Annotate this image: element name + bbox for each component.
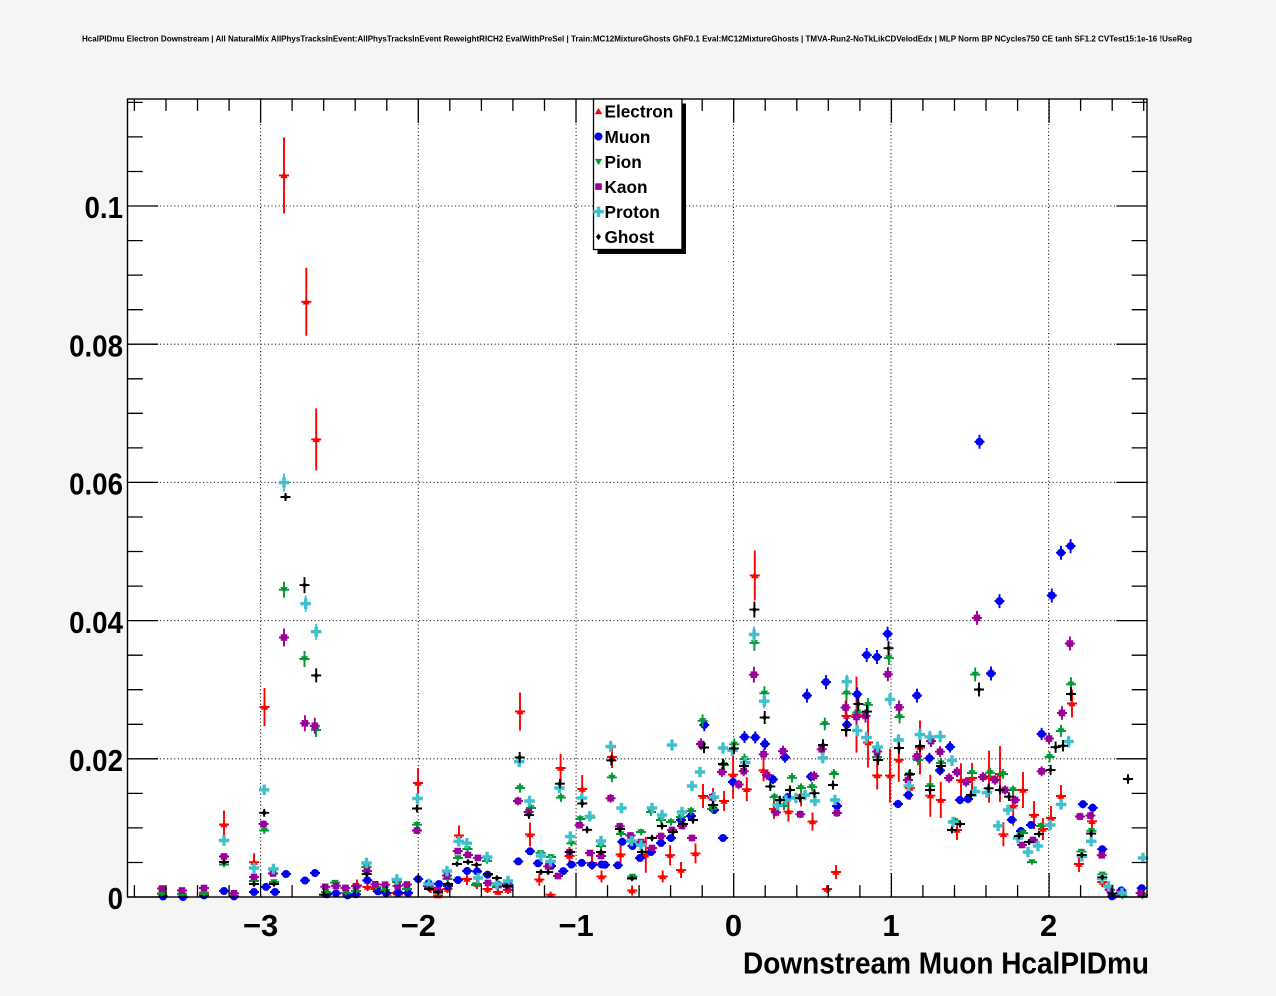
svg-text:Kaon: Kaon xyxy=(605,177,648,197)
svg-text:0.04: 0.04 xyxy=(69,605,124,640)
svg-text:Proton: Proton xyxy=(605,202,660,222)
svg-text:0: 0 xyxy=(725,908,742,943)
svg-text:Ghost: Ghost xyxy=(605,227,655,247)
svg-text:0.08: 0.08 xyxy=(69,328,123,363)
svg-text:−2: −2 xyxy=(401,908,436,943)
svg-text:Muon: Muon xyxy=(605,127,651,147)
svg-text:0.02: 0.02 xyxy=(69,743,123,778)
svg-text:Electron: Electron xyxy=(605,102,674,122)
svg-text:2: 2 xyxy=(1040,908,1057,943)
svg-text:−1: −1 xyxy=(558,908,593,943)
svg-text:HcalPIDmu Electron Downstream: HcalPIDmu Electron Downstream | All Natu… xyxy=(82,34,1192,44)
svg-text:1: 1 xyxy=(882,908,899,943)
svg-text:Pion: Pion xyxy=(605,152,642,172)
svg-text:0: 0 xyxy=(108,881,123,916)
svg-text:0.1: 0.1 xyxy=(85,190,124,225)
svg-text:0.06: 0.06 xyxy=(69,467,123,502)
svg-text:Downstream Muon HcalPIDmu: Downstream Muon HcalPIDmu xyxy=(743,946,1149,981)
svg-text:−3: −3 xyxy=(243,908,278,943)
